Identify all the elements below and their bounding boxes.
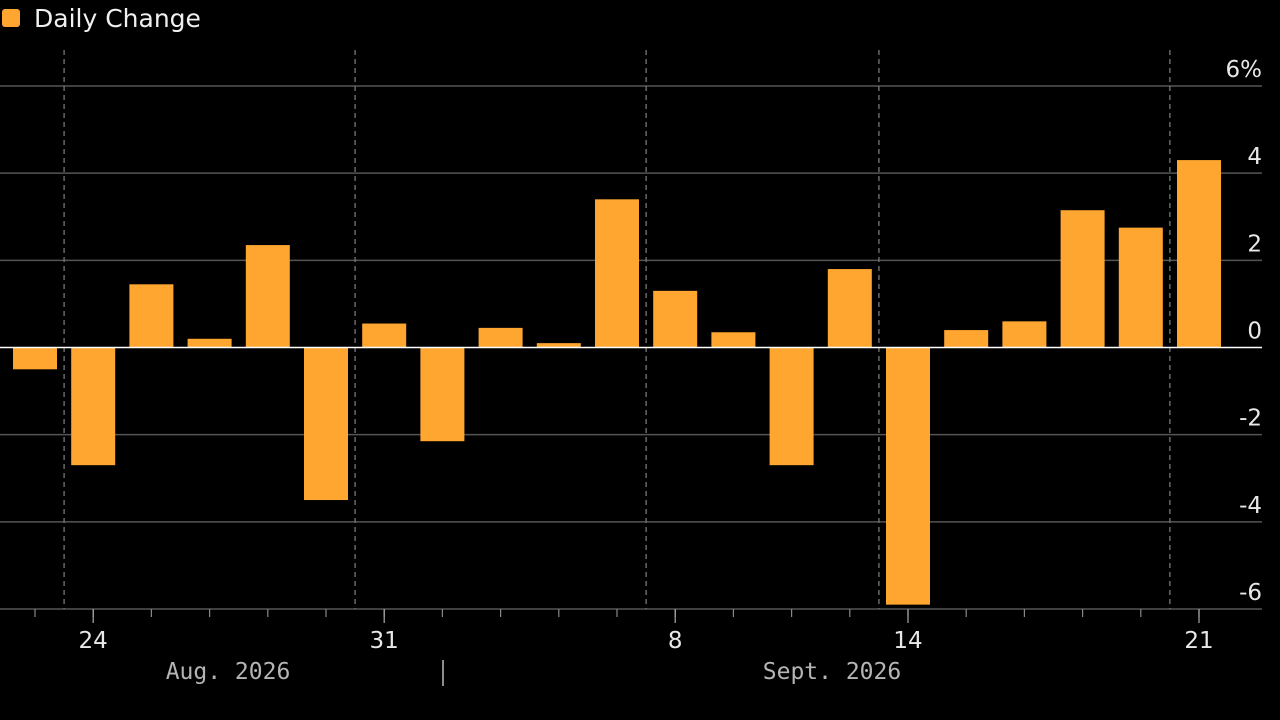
y-tick-label: 2 xyxy=(1247,231,1262,257)
bar xyxy=(478,327,523,348)
bar xyxy=(13,347,57,370)
bar xyxy=(536,343,581,348)
y-axis: 6% 4 2 0 -2 -4 -6 xyxy=(1226,57,1263,606)
bar xyxy=(1177,160,1221,348)
month-label: Sept. 2026 xyxy=(763,659,901,685)
bar xyxy=(304,347,348,501)
bar xyxy=(827,269,872,348)
bar xyxy=(595,199,639,348)
bar xyxy=(653,290,698,348)
bar xyxy=(711,332,756,348)
bar xyxy=(1118,227,1163,348)
x-tick-label: 24 xyxy=(79,628,108,654)
y-tick-label: -2 xyxy=(1239,406,1262,432)
bars xyxy=(13,160,1221,605)
bar xyxy=(944,330,989,348)
bar xyxy=(362,323,407,348)
bar xyxy=(420,347,465,442)
x-tick-label: 8 xyxy=(668,628,683,654)
legend-swatch xyxy=(2,9,20,27)
bar xyxy=(1060,210,1105,348)
bar xyxy=(886,347,930,605)
x-tick-label: 14 xyxy=(893,628,922,654)
y-tick-label: 0 xyxy=(1247,319,1262,345)
bar xyxy=(129,284,174,348)
gridlines xyxy=(0,85,1262,610)
x-tick-label: 21 xyxy=(1184,628,1213,654)
bar xyxy=(187,338,232,348)
bar xyxy=(245,245,290,348)
legend: Daily Change xyxy=(2,3,201,33)
x-axis: 24 31 8 14 21 Aug. 2026 Sept. 2026 xyxy=(34,609,1214,686)
y-tick-label: 4 xyxy=(1247,144,1262,170)
y-tick-label: -6 xyxy=(1239,580,1262,606)
legend-label: Daily Change xyxy=(34,3,201,33)
month-label: Aug. 2026 xyxy=(166,659,291,685)
x-tick-label: 31 xyxy=(370,628,399,654)
y-tick-label: 6% xyxy=(1226,57,1263,83)
y-tick-label: -4 xyxy=(1239,493,1262,519)
bar xyxy=(1002,321,1047,348)
bar xyxy=(769,347,814,466)
bar xyxy=(71,347,116,466)
week-gridlines xyxy=(63,50,1171,609)
